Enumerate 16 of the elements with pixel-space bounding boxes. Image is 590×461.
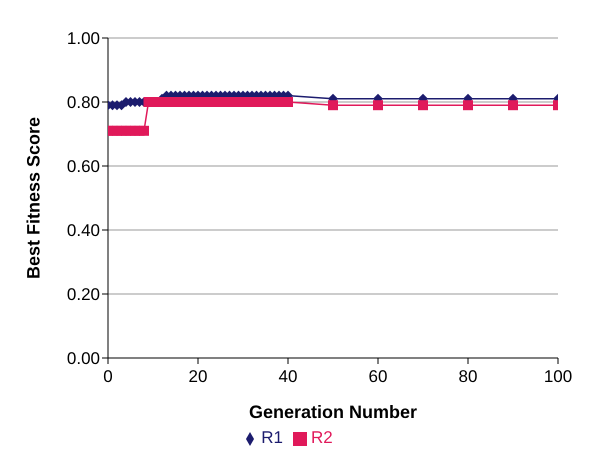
y-tick-label: 0.40 (66, 221, 100, 240)
x-axis-title: Generation Number (248, 402, 418, 422)
x-tick-label: 100 (544, 367, 572, 386)
x-tick-label: 0 (103, 367, 113, 386)
y-axis-title: Best Fitness Score (23, 116, 44, 280)
y-tick-label: 0.60 (66, 157, 100, 176)
y-tick-label: 1.00 (66, 29, 100, 48)
x-tick-label: 80 (458, 367, 478, 386)
legend-label: R2 (311, 428, 333, 447)
y-tick-label: 0.20 (66, 285, 100, 304)
y-tick-label: 0.00 (66, 349, 100, 368)
x-tick-label: 40 (278, 367, 298, 386)
legend-label: R1 (261, 428, 283, 447)
x-tick-label: 20 (188, 367, 208, 386)
y-tick-label: 0.80 (66, 93, 100, 112)
x-tick-label: 60 (368, 367, 388, 386)
